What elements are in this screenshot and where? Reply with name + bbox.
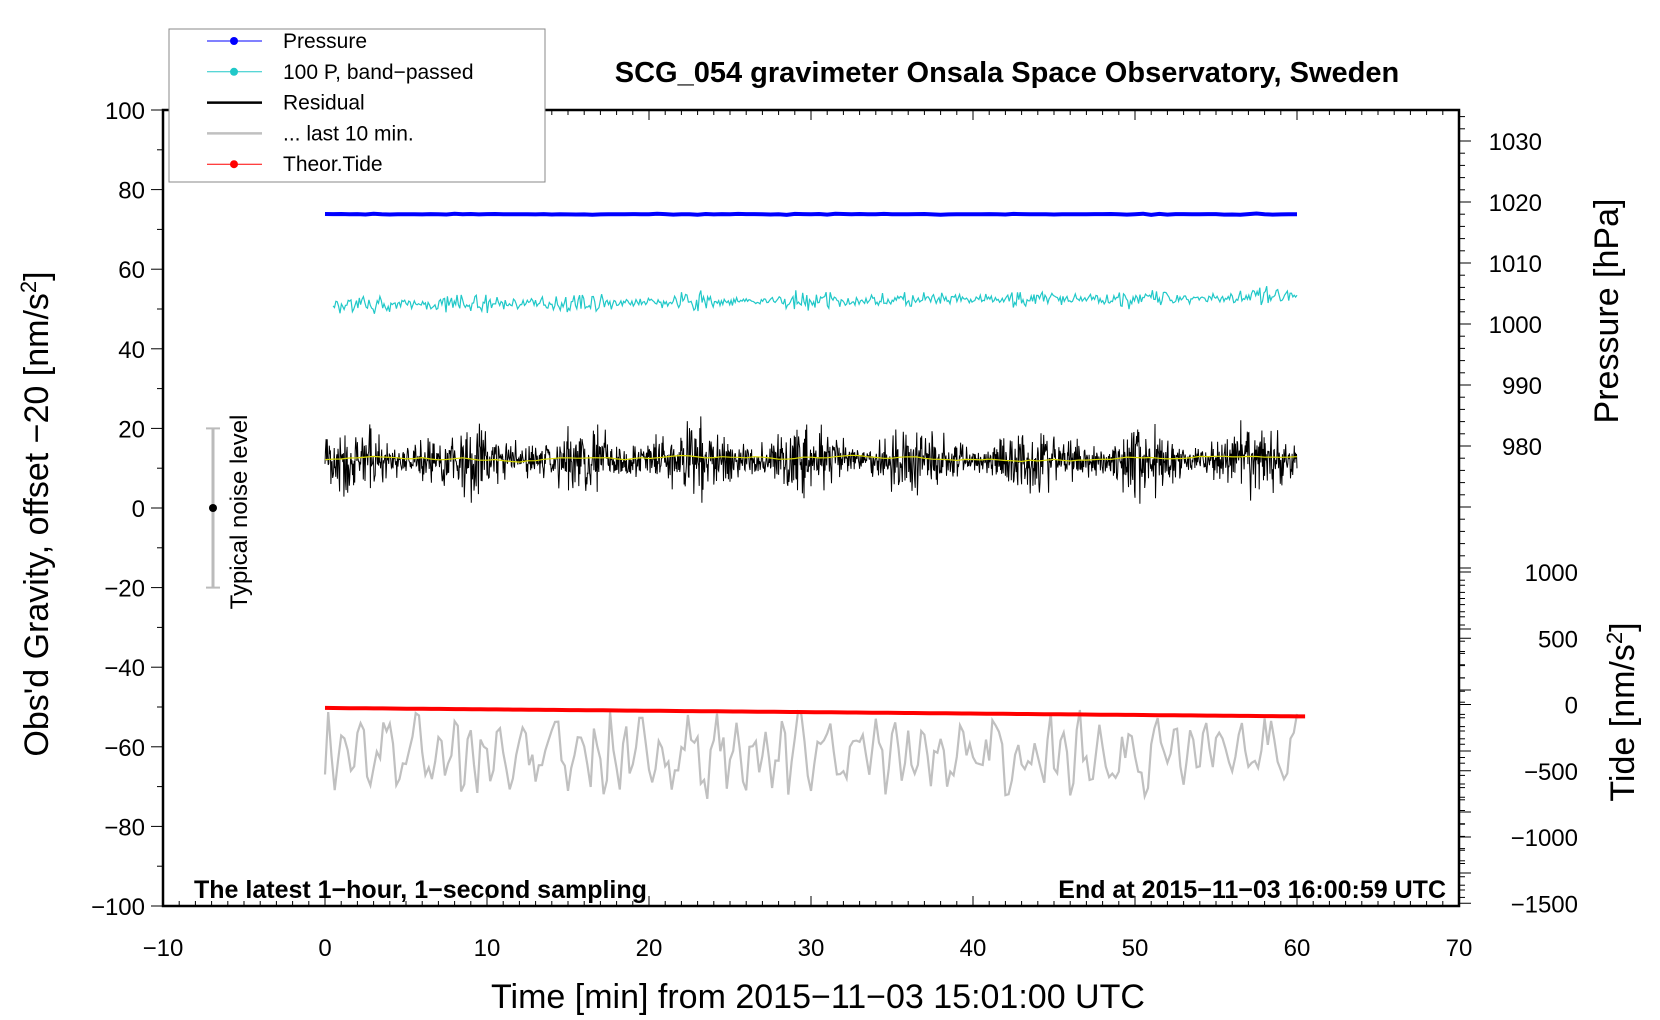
tide-axis-label-end: ] — [1604, 622, 1642, 631]
tide-axis-label-main: Tide [nm/s — [1604, 644, 1642, 801]
x-tick-label: 50 — [1122, 935, 1149, 962]
legend-marker-0 — [230, 37, 238, 45]
y-tick-label: −60 — [104, 735, 145, 762]
pressure-tick-label: 1000 — [1489, 312, 1542, 339]
tide-tick-label: −500 — [1524, 759, 1578, 786]
series-line-0 — [324, 211, 1297, 217]
series-line-1 — [332, 286, 1298, 314]
tide-axis-label-sup: 2 — [1602, 632, 1627, 644]
y-tick-label: −20 — [104, 576, 145, 603]
x-tick-label: 30 — [798, 935, 825, 962]
x-tick-label: 60 — [1284, 935, 1311, 962]
legend-box — [168, 28, 546, 183]
annotation-right: End at 2015−11−03 16:00:59 UTC — [1058, 876, 1446, 904]
noise-label: Typical noise level — [226, 415, 253, 610]
y-axis-label-main: Obs'd Gravity, offset −20 [nm/s — [18, 293, 56, 756]
plot-frame — [161, 108, 1461, 908]
y-tick-label: −80 — [104, 814, 145, 841]
series-layer — [323, 211, 1306, 801]
x-tick-label: 70 — [1446, 935, 1473, 962]
pressure-tick-label: 1020 — [1489, 190, 1542, 217]
y-axis-label: Obs'd Gravity, offset −20 [nm/s2] — [16, 271, 56, 756]
noise-bar-center-dot — [209, 504, 217, 512]
legend-label-1: 100 P, band−passed — [283, 61, 474, 84]
x-axis-label: Time [min] from 2015−11−03 15:01:00 UTC — [491, 978, 1145, 1016]
chart-title: SCG_054 gravimeter Onsala Space Observat… — [615, 57, 1399, 89]
legend-marker-4 — [230, 160, 238, 169]
series-line-3 — [324, 454, 1298, 463]
tide-tick-label: 0 — [1565, 693, 1578, 720]
annotation-left: The latest 1−hour, 1−second sampling — [194, 876, 647, 904]
y-axis-label-sup: 2 — [16, 281, 41, 293]
y-tick-label: −100 — [91, 894, 145, 921]
y-tick-label: 0 — [132, 496, 145, 523]
x-tick-label: 10 — [474, 935, 501, 962]
pressure-tick-label: 1010 — [1489, 251, 1542, 278]
x-tick-label: 40 — [960, 935, 987, 962]
tide-tick-label: −1000 — [1511, 825, 1578, 852]
legend-label-2: Residual — [283, 92, 365, 115]
pressure-axis-label: Pressure [hPa] — [1588, 199, 1626, 424]
series-line-5 — [324, 705, 1306, 719]
x-tick-label: 20 — [636, 935, 663, 962]
series-line-2 — [324, 416, 1298, 504]
series-line-4 — [323, 709, 1299, 801]
x-tick-label: 0 — [318, 935, 331, 962]
y-axis-label-end: ] — [18, 271, 56, 280]
axis-ticks: −10 0 10 20 30 40 50 60 70100806040200−20−40−60−… — [91, 98, 1578, 962]
y-tick-label: −40 — [104, 655, 145, 682]
legend-marker-1 — [230, 67, 238, 76]
pressure-tick-label: 990 — [1502, 373, 1542, 400]
tide-tick-label: 1000 — [1525, 560, 1578, 587]
x-tick-label: −10 — [143, 935, 184, 962]
noise-indicator — [206, 427, 220, 589]
tide-tick-label: −1500 — [1511, 891, 1578, 918]
legend-label-3: ... last 10 min. — [283, 122, 414, 145]
y-tick-label: 100 — [105, 98, 145, 125]
pressure-tick-label: 980 — [1502, 434, 1542, 461]
y-tick-label: 60 — [118, 257, 145, 284]
legend: Pressure 100 P, band−passed Residual ... la… — [168, 28, 546, 183]
y-tick-label: 80 — [118, 178, 145, 205]
legend-label-0: Pressure — [283, 30, 367, 53]
y-tick-label: 20 — [118, 416, 145, 443]
pressure-tick-label: 1030 — [1489, 129, 1542, 156]
legend-label-4: Theor.Tide — [283, 153, 383, 176]
tide-tick-label: 500 — [1538, 626, 1578, 653]
y-tick-label: 40 — [118, 337, 145, 364]
tide-axis-label: Tide [nm/s2] — [1602, 622, 1642, 801]
